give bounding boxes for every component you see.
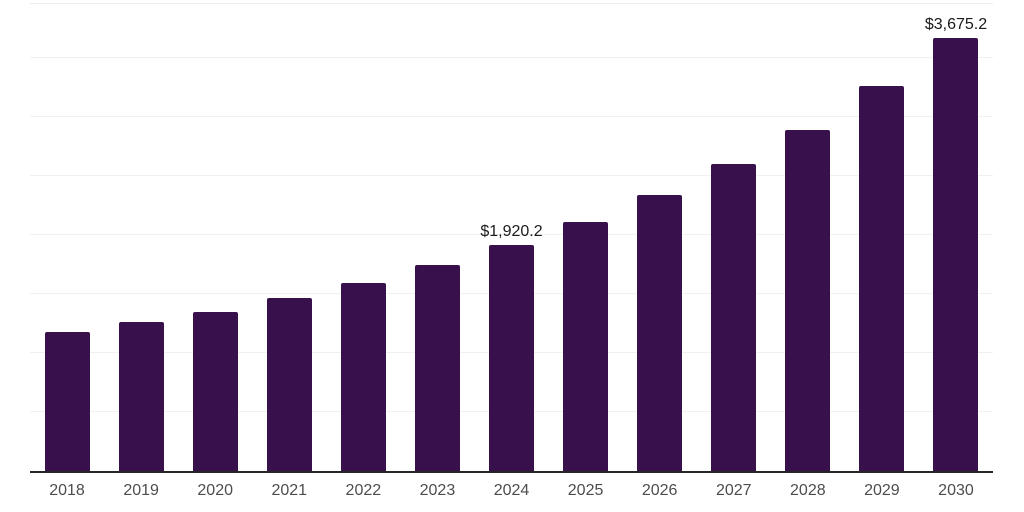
bar-slot-2025 xyxy=(549,4,623,471)
x-tick-2022: 2022 xyxy=(345,482,382,499)
bar-slot-2018 xyxy=(30,4,104,471)
bar-2019 xyxy=(118,322,164,471)
gridline xyxy=(30,57,993,59)
plot-area: $1,920.2 $3,675.2 xyxy=(30,3,993,473)
x-tick-2019: 2019 xyxy=(123,482,159,499)
x-tick-2027: 2027 xyxy=(715,482,752,499)
gridline xyxy=(30,116,993,118)
bar-slot-2026 xyxy=(623,4,697,471)
bar-2029 xyxy=(859,85,905,471)
x-tick-2029: 2029 xyxy=(864,482,900,499)
gridline xyxy=(30,234,993,236)
bar-slot-2021 xyxy=(252,4,326,471)
x-tick-2020: 2020 xyxy=(197,482,233,499)
bar-slot-2027 xyxy=(697,4,771,471)
bar-slot-2019 xyxy=(104,4,178,471)
bar-slot-2020 xyxy=(178,4,252,471)
bar-2018 xyxy=(44,332,90,471)
x-tick-2023: 2023 xyxy=(419,482,456,499)
bar-2027 xyxy=(711,164,757,471)
bar-2023 xyxy=(414,265,460,471)
bar-2026 xyxy=(637,195,683,471)
data-label-2024: $1,920.2 xyxy=(480,222,543,240)
bar-2020 xyxy=(192,312,238,471)
gridline xyxy=(30,175,993,177)
bar-2021 xyxy=(266,298,312,471)
x-tick-2030: 2030 xyxy=(938,482,974,499)
x-axis-labels: 2018 2019 2020 2021 2022 2023 2024 2025 2026 2027… xyxy=(30,472,993,512)
data-label-2030: $3,675.2 xyxy=(924,15,988,33)
bar-slot-2029 xyxy=(845,4,919,471)
bar-2030 xyxy=(933,37,979,471)
bar-2024 xyxy=(489,244,534,471)
bar-slot-2030: $3,675.2 xyxy=(919,4,993,471)
bar-2025 xyxy=(563,222,609,471)
x-tick-2024: 2024 xyxy=(493,482,530,499)
bar-slot-2023 xyxy=(400,4,474,471)
x-tick-2028: 2028 xyxy=(790,482,826,499)
bar-2022 xyxy=(340,282,386,471)
bars-layer: $1,920.2 $3,675.2 xyxy=(30,4,993,471)
bar-slot-2024: $1,920.2 xyxy=(474,4,548,471)
bar-2028 xyxy=(785,130,831,471)
bar-slot-2028 xyxy=(771,4,845,471)
bar-slot-2022 xyxy=(326,4,400,471)
x-tick-2026: 2026 xyxy=(641,482,678,499)
x-tick-2021: 2021 xyxy=(271,482,308,499)
x-tick-2018: 2018 xyxy=(49,482,85,499)
x-tick-2025: 2025 xyxy=(567,482,604,499)
